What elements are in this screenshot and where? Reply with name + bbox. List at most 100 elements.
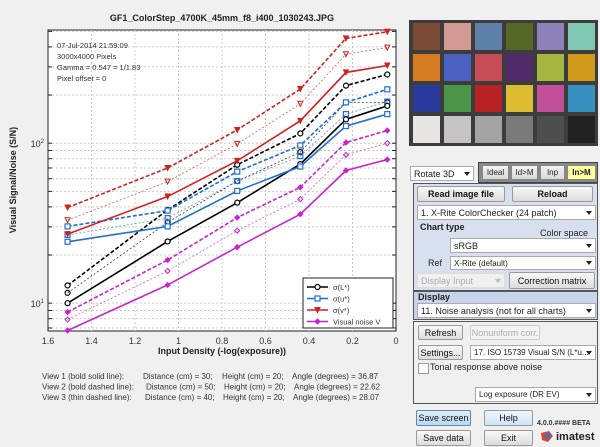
- color-patch: [413, 116, 440, 143]
- data-point: [164, 256, 171, 264]
- view-3-distance: Distance (cm) = 40;: [145, 393, 215, 402]
- data-point: [314, 295, 321, 302]
- x-tick-label: 0.4: [303, 336, 316, 346]
- plot-type-select[interactable]: 17. ISO 15739 Visual S/N (L*u...: [470, 345, 596, 360]
- data-point: [233, 140, 241, 148]
- data-point: [233, 126, 241, 134]
- chevron-down-icon: [464, 171, 470, 176]
- version-label: 4.0.0.#### BETA: [537, 420, 591, 427]
- series-line: [67, 105, 388, 304]
- data-point: [164, 207, 171, 214]
- save-screen-button[interactable]: Save screen: [416, 410, 471, 426]
- color-patch: [444, 23, 471, 50]
- chevron-down-icon: [586, 210, 592, 215]
- series-view3: [64, 139, 391, 323]
- data-point: [64, 231, 71, 238]
- data-point: [233, 157, 241, 165]
- data-point: [64, 300, 71, 307]
- refresh-button[interactable]: Refresh: [418, 325, 463, 340]
- data-point: [64, 223, 71, 230]
- view-3-label: View 3 (thin dashed line):: [42, 393, 132, 402]
- x-tick-label: 1.6: [42, 336, 55, 346]
- view-1-height: Height (cm) = 20;: [222, 372, 284, 381]
- annotation-date: 07-Jul-2014 21:59:09: [57, 41, 128, 50]
- exit-button[interactable]: Exit: [484, 430, 533, 446]
- data-point: [64, 308, 71, 316]
- save-data-button[interactable]: Save data: [416, 430, 471, 446]
- color-patch: [506, 23, 533, 50]
- color-patch: [475, 116, 502, 143]
- imatest-logo-icon: [541, 431, 553, 442]
- series-view3: [64, 44, 391, 224]
- series-line: [67, 31, 388, 209]
- series-line: [67, 64, 388, 235]
- color-space-select[interactable]: sRGB: [450, 238, 596, 253]
- series-line: [67, 73, 388, 287]
- rotate-3d-select[interactable]: Rotate 3D: [410, 166, 474, 181]
- x-tick-label: 1: [176, 336, 181, 346]
- series-line: [67, 88, 388, 228]
- data-point: [297, 130, 304, 137]
- series-line: [67, 113, 388, 243]
- ref-label: Ref: [428, 258, 443, 268]
- data-point: [314, 283, 321, 291]
- inp-button[interactable]: Inp: [540, 165, 565, 180]
- data-point: [384, 71, 391, 78]
- series-view1: [64, 62, 391, 238]
- data-point: [296, 100, 304, 108]
- color-patch: [537, 54, 564, 81]
- series-line: [67, 158, 388, 332]
- data-point: [64, 204, 71, 212]
- color-patch: [537, 85, 564, 112]
- view-2-label: View 2 (bold dashed line):: [42, 383, 134, 392]
- display-select[interactable]: 11. Noise analysis (not for all charts): [417, 303, 596, 318]
- data-point: [64, 238, 71, 245]
- ref-select[interactable]: X-Rite (default): [450, 256, 596, 270]
- display-input-select: Display Input: [417, 273, 505, 288]
- help-button[interactable]: Help: [484, 410, 533, 426]
- x-tick-label: 0: [393, 336, 398, 346]
- data-point: [384, 156, 391, 163]
- read-image-file-button[interactable]: Read image file: [417, 186, 505, 202]
- chevron-down-icon: [495, 278, 501, 283]
- color-patch: [537, 23, 564, 50]
- in-m-button[interactable]: In>M: [567, 165, 596, 180]
- series-view1: [64, 156, 391, 334]
- x-tick-label: 0.6: [259, 336, 272, 346]
- ideal-button[interactable]: Ideal: [482, 165, 509, 180]
- data-point: [296, 86, 304, 93]
- x-tick-label: 1.2: [129, 336, 142, 346]
- data-point: [64, 217, 71, 224]
- data-point: [384, 102, 391, 110]
- data-point: [234, 168, 241, 175]
- data-point: [384, 111, 391, 118]
- chevron-down-icon: [586, 308, 592, 313]
- y-axis-label: Visual Signal/Noise (S/N): [8, 127, 18, 233]
- chart-select[interactable]: 1. X-Rite ColorChecker (24 patch): [417, 205, 596, 220]
- color-patch: [444, 85, 471, 112]
- series-view2: [64, 28, 391, 212]
- data-point: [342, 116, 350, 123]
- data-point: [342, 151, 350, 159]
- color-patch: [568, 116, 595, 143]
- settings-button[interactable]: Settings...: [418, 345, 463, 360]
- tonal-response-checkbox[interactable]: [418, 363, 429, 374]
- view-2-distance: Distance (cm) = 50;: [146, 383, 216, 392]
- x-tick-label: 0.8: [216, 336, 229, 346]
- imatest-logo: imatest: [540, 430, 595, 443]
- series-line: [67, 129, 388, 313]
- snr-chart: GF1_ColorStep_4700K_45mm_f8_i400_1030243…: [8, 13, 399, 402]
- series-line: [67, 47, 388, 221]
- id-m-button[interactable]: Id>M: [511, 165, 538, 180]
- view-1-angle: Angle (degrees) = 36.87: [292, 372, 379, 381]
- exposure-select[interactable]: Log exposure (DR EV): [475, 387, 596, 402]
- data-point: [297, 210, 304, 218]
- data-point: [342, 69, 350, 77]
- data-point: [384, 127, 391, 134]
- data-point: [297, 142, 304, 149]
- correction-matrix-button[interactable]: Correction matrix: [509, 272, 595, 289]
- reload-button[interactable]: Reload: [512, 186, 593, 202]
- y-tick-label: 101: [31, 299, 45, 309]
- legend-label: σ(u*): [333, 295, 350, 304]
- colorchecker-image: [409, 20, 598, 146]
